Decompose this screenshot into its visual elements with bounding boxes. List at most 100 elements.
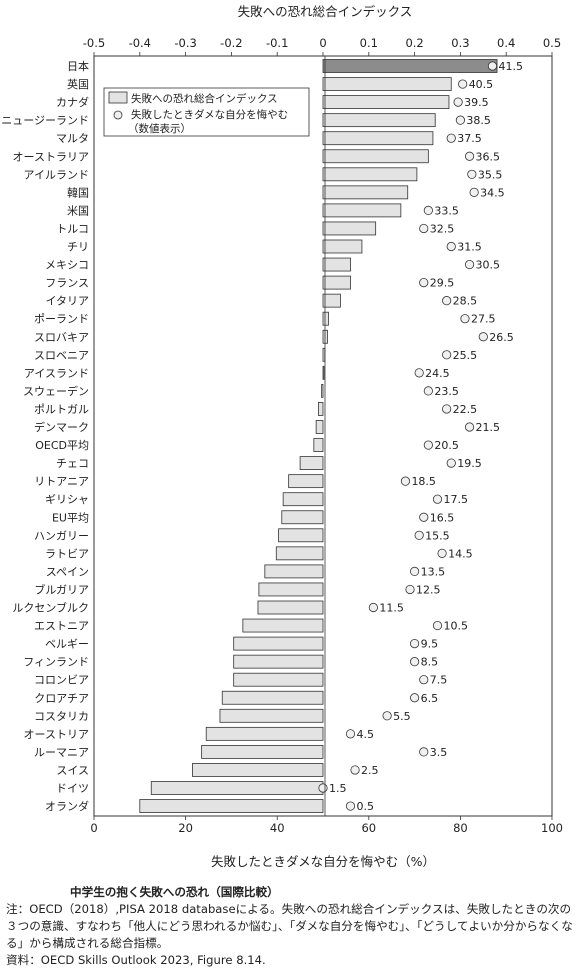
top-tick-label: -0.3	[174, 36, 196, 50]
marker-label: 41.5	[498, 60, 522, 73]
bar-13	[322, 293, 341, 308]
marker-25	[419, 512, 429, 522]
marker-label: 37.5	[457, 132, 482, 145]
top-tick-label: 0.3	[451, 36, 469, 50]
marker-label: 23.5	[434, 385, 459, 398]
marker-0	[487, 61, 498, 71]
marker-24	[432, 494, 443, 504]
marker-label: 14.5	[448, 547, 473, 560]
marker-11	[464, 259, 475, 270]
marker-23	[400, 476, 411, 486]
category-label: ベルギー	[45, 638, 89, 651]
marker-label: 17.5	[444, 493, 469, 506]
bottom-tick-label: 100	[541, 821, 563, 835]
marker-32	[409, 638, 420, 649]
category-label: アイルランド	[24, 168, 89, 181]
marker-29	[405, 584, 415, 595]
top-tick-label: 0.4	[497, 36, 515, 50]
marker-label: 21.5	[476, 421, 501, 434]
category-label: ハンガリー	[34, 529, 89, 542]
marker-label: 30.5	[476, 259, 501, 272]
bar-34	[233, 672, 324, 687]
bar-30	[257, 600, 324, 615]
bar-5	[322, 149, 429, 164]
category-label: デンマーク	[34, 420, 89, 434]
bottom-axis: 0 20 40 60 80 100	[90, 816, 563, 835]
top-axis-title: 失敗への恐れ総合インデックス	[238, 4, 413, 19]
marker-label: 34.5	[480, 186, 505, 199]
category-label: リトアニア	[34, 475, 89, 488]
marker-30	[368, 602, 378, 613]
notes: 中学生の抱く失敗への恐れ（国際比較） 注：OECD（2018）,PISA 201…	[6, 884, 576, 969]
category-label: ギリシャ	[45, 493, 89, 506]
marker-1	[458, 79, 468, 89]
marker-label: 16.5	[430, 511, 455, 524]
category-label: チリ	[67, 241, 89, 254]
marker-label: 9.5	[421, 638, 439, 651]
marker-label: 26.5	[489, 331, 514, 344]
marker-4	[446, 133, 456, 143]
bar-7	[322, 185, 409, 200]
category-label: ポルトガル	[34, 403, 89, 416]
bottom-tick-label: 20	[178, 821, 193, 835]
category-label: スロバキア	[34, 331, 89, 344]
marker-label: 6.5	[421, 692, 439, 705]
bar-31	[242, 618, 324, 633]
top-tick-label: 0.5	[543, 36, 561, 50]
plot-area: 日本 41.5 英国 40.5 カナダ 39.5 ニュージーランド 38.5 マルタ 37.5 オー…	[1, 59, 523, 813]
bar-2	[322, 95, 450, 109]
marker-31	[432, 620, 443, 631]
marker-17	[414, 368, 424, 378]
category-label: コスタリカ	[34, 710, 89, 723]
bar-11	[322, 257, 351, 272]
marker-label: 39.5	[464, 96, 489, 109]
marker-label: 28.5	[453, 295, 478, 308]
bar-16	[322, 347, 326, 362]
bar-38	[201, 745, 324, 759]
bar-37	[205, 726, 324, 741]
legend-marker-swatch	[113, 110, 123, 120]
category-label: チェコ	[56, 457, 89, 470]
category-label: マルタ	[56, 132, 89, 145]
marker-label: 20.5	[434, 439, 459, 452]
legend-marker-sublabel: （数値表示）	[128, 122, 191, 135]
bar-36	[219, 708, 324, 723]
bar-41	[139, 799, 324, 813]
marker-label: 18.5	[411, 475, 436, 488]
category-label: 米国	[67, 204, 89, 217]
marker-3	[455, 115, 465, 125]
category-label: 日本	[67, 59, 89, 73]
category-label: オーストラリア	[13, 150, 89, 163]
category-label: フランス	[45, 277, 89, 290]
marker-10	[446, 241, 456, 252]
bar-9	[322, 221, 377, 236]
marker-20	[464, 422, 475, 432]
bar-6	[322, 167, 418, 182]
category-label: エストニア	[34, 620, 89, 633]
plot-frame	[93, 55, 553, 817]
category-label: ニュージーランド	[1, 114, 89, 127]
bar-29	[258, 582, 324, 597]
bar-17	[322, 365, 325, 380]
bar-14	[322, 311, 329, 326]
marker-label: 22.5	[453, 403, 478, 416]
marker-label: 10.5	[444, 620, 469, 633]
marker-label: 24.5	[425, 367, 450, 380]
marker-label: 11.5	[379, 602, 404, 615]
top-tick-label: -0.5	[83, 36, 105, 50]
bar-28	[264, 564, 324, 579]
category-label: ドイツ	[56, 782, 89, 795]
bar-25	[281, 510, 324, 525]
bottom-tick-label: 0	[90, 821, 97, 835]
marker-8	[423, 205, 433, 215]
marker-18	[423, 386, 433, 396]
marker-6	[467, 169, 477, 179]
marker-35	[409, 693, 420, 703]
bottom-tick-label: 60	[361, 821, 376, 835]
marker-12	[419, 277, 429, 288]
top-tick-label: -0.2	[220, 36, 242, 50]
category-label: ルクセンブルク	[12, 601, 89, 615]
category-label: フィンランド	[23, 656, 89, 669]
legend-marker-label: 失敗したときダメな自分を悔やむ	[131, 108, 288, 121]
category-label: EU平均	[52, 511, 89, 524]
